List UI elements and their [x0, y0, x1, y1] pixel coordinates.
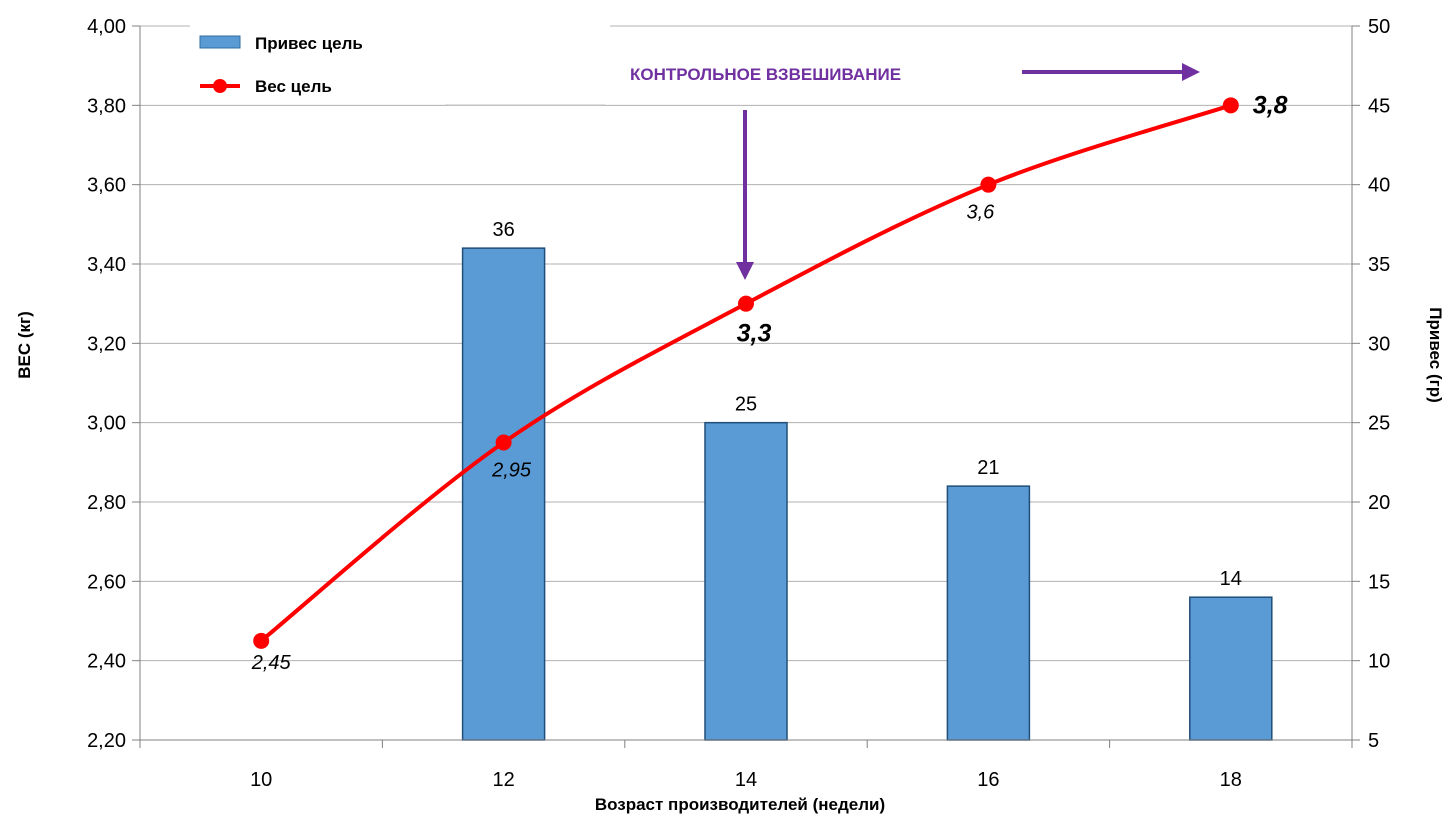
bar-value-label: 25 [735, 394, 757, 416]
bar-value-label: 14 [1220, 568, 1242, 590]
y-right-tick-label: 25 [1368, 413, 1390, 435]
line-value-label: 3,6 [966, 202, 995, 224]
x-tick-label: 10 [250, 769, 272, 791]
bar [704, 421, 788, 741]
y-right-tick-label: 15 [1368, 571, 1390, 593]
y-left-tick-label: 3,00 [87, 413, 126, 435]
data-labels: 36 25 21 14 2,45 2,95 3,3 3,6 3,8 [251, 91, 1288, 674]
x-tick-label: 18 [1220, 769, 1242, 791]
bar-value-label: 36 [492, 219, 514, 241]
y-axis-left-title: ВЕС (кг) [15, 311, 34, 379]
y-left-tick-label: 3,80 [87, 95, 126, 117]
legend-swatch-bar [199, 35, 241, 49]
callout-text: КОНТРОЛЬНОЕ ВЗВЕШИВАНИЕ [630, 65, 901, 84]
line-value-label: 2,45 [251, 652, 292, 674]
x-tick-label: 14 [735, 769, 757, 791]
x-tick-label: 12 [492, 769, 514, 791]
y-left-tick-label: 3,40 [87, 254, 126, 276]
y-axis-right-title: Привес (гр) [1426, 307, 1445, 402]
y-left-tick-label: 2,40 [87, 651, 126, 673]
y-right-tick-label: 5 [1368, 730, 1379, 752]
callout: КОНТРОЛЬНОЕ ВЗВЕШИВАНИЕ [615, 55, 1200, 280]
y-right-tick-label: 45 [1368, 95, 1390, 117]
y-left-tick-label: 4,00 [87, 16, 126, 38]
line-point [980, 176, 997, 193]
callout-arrow-down-head [736, 262, 754, 280]
y-left-tick-label: 3,60 [87, 175, 126, 197]
y-left-tick-label: 2,80 [87, 492, 126, 514]
line-point [738, 295, 754, 312]
x-axis-title: Возраст производителей (недели) [595, 795, 885, 814]
y-right-tick-label: 50 [1368, 16, 1390, 38]
bar [946, 485, 1031, 741]
legend-label-line: Вес цель [255, 77, 332, 96]
y-right-tick-label: 20 [1368, 492, 1390, 514]
line-value-label: 2,95 [491, 460, 532, 482]
line-point [1222, 97, 1239, 114]
legend-swatch-marker [213, 79, 227, 93]
axes: 2,20 2,40 2,60 2,80 3,00 3,20 3,40 3,60 3,80 4,00… [87, 16, 1390, 791]
legend: Привес цель Вес цель [190, 15, 610, 106]
line-series [253, 97, 1239, 649]
y-right-tick-label: 10 [1368, 651, 1390, 673]
line-point [495, 434, 512, 451]
y-left-tick-label: 2,60 [87, 571, 126, 593]
y-right-tick-label: 35 [1368, 254, 1390, 276]
bar-series [461, 247, 1273, 741]
line-point [253, 632, 270, 649]
x-tick-label: 16 [977, 769, 999, 791]
line-value-label: 3,3 [737, 320, 772, 348]
line-value-label: 3,8 [1253, 91, 1288, 119]
bar-value-label: 21 [977, 457, 999, 479]
callout-arrow-right-head [1182, 63, 1200, 81]
bar [461, 247, 546, 741]
bar [1189, 596, 1273, 741]
y-right-tick-label: 30 [1368, 333, 1390, 355]
y-left-tick-label: 2,20 [87, 730, 126, 752]
y-right-tick-label: 40 [1368, 175, 1390, 197]
y-left-tick-label: 3,20 [87, 333, 126, 355]
legend-label-bar: Привес цель [255, 34, 363, 53]
